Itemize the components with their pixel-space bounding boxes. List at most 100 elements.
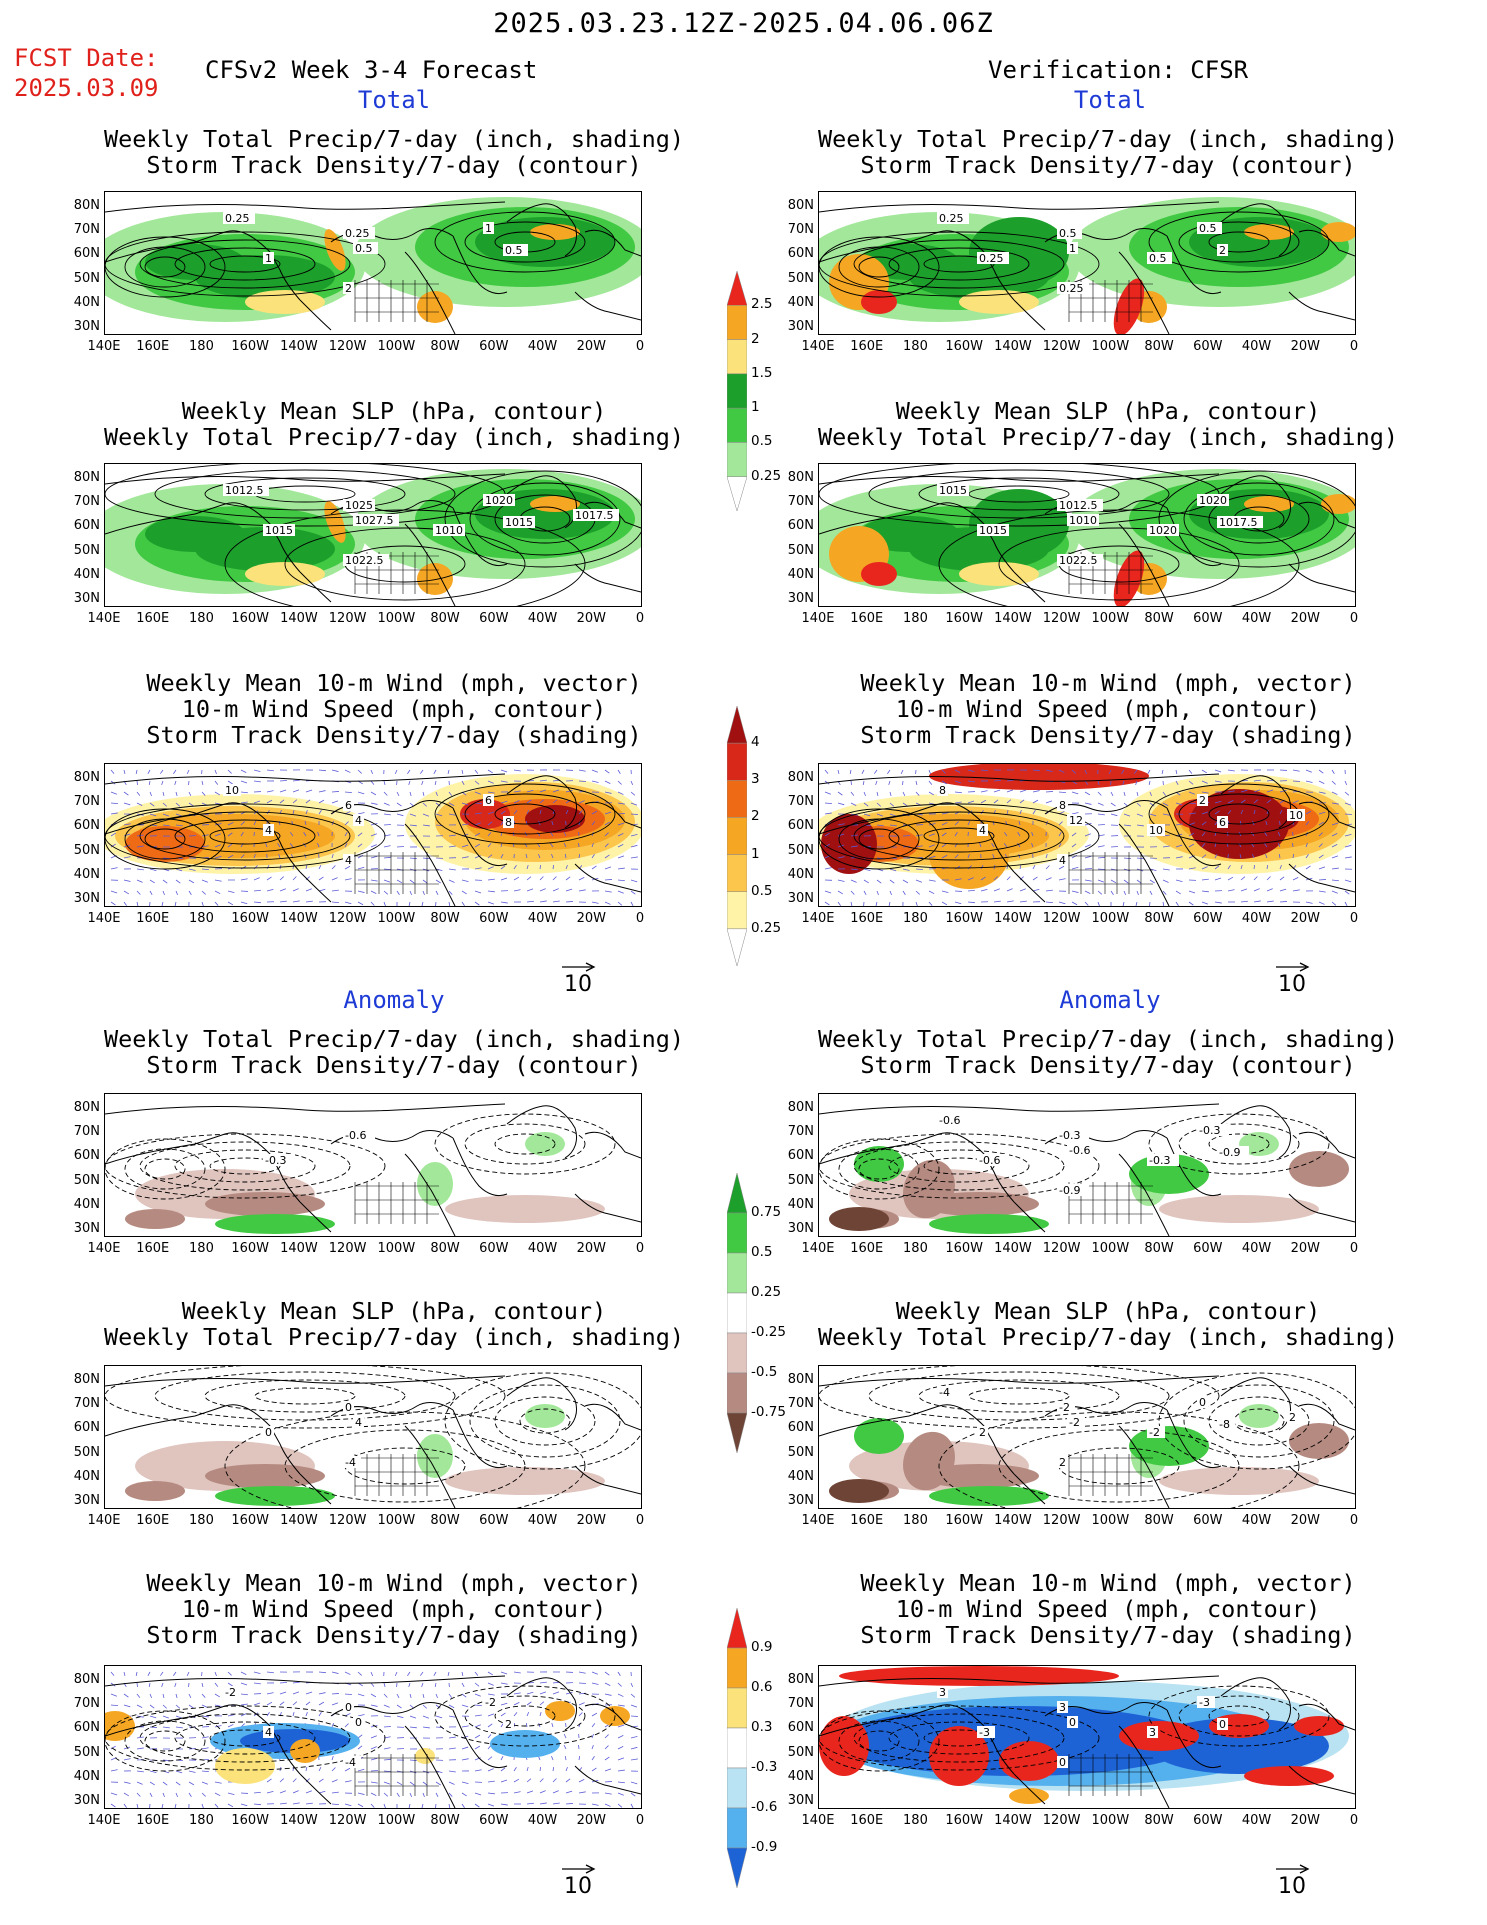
map-canvas: -0.3 -0.6 <box>105 1103 641 1236</box>
colorbar-label: 1 <box>751 845 760 862</box>
lon-tick: 0 <box>635 1241 645 1256</box>
contour-label: 4 <box>1059 854 1066 867</box>
lon-tick: 100W <box>1091 911 1130 926</box>
lon-tick: 160E <box>136 1513 170 1528</box>
contour-label: -0.6 <box>979 1154 1000 1167</box>
lon-tick: 160E <box>136 911 170 926</box>
contour-label: 4 <box>979 824 986 837</box>
lon-tick: 100W <box>377 1241 416 1256</box>
title-vf-wind-storm: Weekly Mean 10-m Wind (mph, vector) 10-m … <box>798 670 1418 748</box>
lat-tick: 40N <box>73 294 100 310</box>
title-line: Weekly Mean 10-m Wind (mph, vector) <box>860 1569 1356 1597</box>
title-line: Weekly Total Precip/7-day (inch, shading… <box>103 125 685 153</box>
colorbar-label: 0.5 <box>751 882 773 899</box>
lat-tick: 30N <box>787 1793 814 1808</box>
lon-tick: 140W <box>280 1813 318 1828</box>
colorbar-swatch <box>727 1292 747 1334</box>
title-fc-aslp-precip: Weekly Mean SLP (hPa, contour) Weekly Tot… <box>84 1298 704 1350</box>
title-line: Storm Track Density/7-day (contour) <box>860 151 1356 179</box>
contour-label: 0.25 <box>979 252 1004 265</box>
map-vf-awind: -3 3 0 0 -3 0 3 3 <box>818 1665 1356 1809</box>
colorbar-label: 0.25 <box>751 1284 782 1300</box>
colorbar-label: 4 <box>751 734 760 751</box>
lon-tick: 60W <box>1193 1813 1223 1828</box>
map-vf-aprec: -0.6 -0.3 -0.6 -0.9 -0.3 -0.9 -0.6 -0.3 <box>818 1093 1356 1237</box>
lat-tick: 70N <box>787 1396 814 1412</box>
lon-tick: 80W <box>430 911 460 926</box>
colorbar-swatch <box>727 1412 747 1453</box>
colorbar-swatch <box>727 854 747 892</box>
contour-label: 1022.5 <box>345 554 384 567</box>
lon-tick: 80W <box>1144 1241 1174 1256</box>
colorbar-swatch <box>727 1647 747 1689</box>
lon-tick: 160E <box>136 1813 170 1828</box>
lon-tick: 140E <box>87 1813 121 1828</box>
colorbar-swatch <box>727 1727 747 1769</box>
lon-tick: 60W <box>1193 339 1223 354</box>
lat-tick: 80N <box>787 770 814 785</box>
contour-label: -0.9 <box>1059 1184 1080 1197</box>
title-line: Weekly Mean SLP (hPa, contour) <box>181 397 607 425</box>
lon-tick: 140E <box>801 911 835 926</box>
lon-tick: 120W <box>328 1241 367 1256</box>
title-line: Weekly Total Precip/7-day (inch, shading… <box>103 423 685 451</box>
colorbar-swatch <box>727 476 747 511</box>
lat-tick: 60N <box>73 518 100 534</box>
lat-tick: 60N <box>787 1420 814 1436</box>
contour-label: 0 <box>1199 1396 1206 1409</box>
section-total-left: Total <box>357 86 431 114</box>
map-vf-slp: 1015 1012.5 1010 1022.5 1020 1017.5 1015 1020 <box>818 463 1356 607</box>
lon-tick: 60W <box>1193 911 1223 926</box>
lon-tick: 100W <box>1091 339 1130 354</box>
lon-tick: 80W <box>430 611 460 626</box>
title-fc-aprecip-storm: Weekly Total Precip/7-day (inch, shading… <box>84 1026 704 1078</box>
lon-tick: 20W <box>576 611 606 626</box>
lon-tick: 140E <box>87 1513 121 1528</box>
lon-tick: 20W <box>576 339 606 354</box>
vector-ref-arrow <box>562 1864 596 1874</box>
colorbar-label: 0.9 <box>751 1639 773 1655</box>
map-fc-awind: 4 0 0 -4 -2 2 -2 <box>104 1665 642 1809</box>
contour-label: -0.6 <box>939 1114 960 1127</box>
contour-label: 1015 <box>265 524 293 537</box>
lon-tick: 180 <box>189 611 214 626</box>
period-title: 2025.03.23.12Z-2025.04.06.06Z <box>493 8 994 39</box>
lon-tick: 160E <box>850 1513 884 1528</box>
lat-tick: 50N <box>73 1744 100 1760</box>
contour-label: -2 <box>1069 1416 1080 1429</box>
lat-tick: 80N <box>73 1372 100 1387</box>
lon-tick: 120W <box>328 911 367 926</box>
contour-label: 0.5 <box>1199 222 1217 235</box>
contour-label: 2 <box>1199 794 1206 807</box>
lat-tick: 70N <box>787 794 814 810</box>
lon-tick: 120W <box>1042 1513 1081 1528</box>
vector-ref-label: 10 <box>564 972 592 997</box>
contour-label: 1015 <box>979 524 1007 537</box>
lon-tick: 60W <box>479 1513 509 1528</box>
lon-tick: 40W <box>1241 1813 1272 1828</box>
lat-tick: 70N <box>73 494 100 510</box>
contour-label: -0.3 <box>1149 1154 1170 1167</box>
lat-tick: 40N <box>73 1468 100 1484</box>
contour-label: 2 <box>1289 1411 1296 1424</box>
lat-tick: 70N <box>73 222 100 238</box>
colorbar-swatch <box>727 1807 747 1849</box>
map-vf-aslp: 2 -2 -2 2 0 -8 -4 -2 2 <box>818 1365 1356 1509</box>
lat-tick: 60N <box>787 1720 814 1736</box>
lat-tick: 50N <box>787 1444 814 1460</box>
lat-tick: 80N <box>73 470 100 485</box>
colorbar-storm_anom <box>727 1608 747 1888</box>
colorbar-label: -0.9 <box>751 1839 778 1855</box>
lat-tick: 60N <box>787 1148 814 1164</box>
lon-tick: 140E <box>801 611 835 626</box>
lon-tick: 60W <box>1193 1513 1223 1528</box>
colorbar-swatch <box>727 706 747 744</box>
lon-tick: 40W <box>527 1513 558 1528</box>
lon-tick: 80W <box>1144 911 1174 926</box>
contour-label: 0 <box>1219 1718 1226 1731</box>
title-line: Weekly Mean SLP (hPa, contour) <box>895 1297 1321 1325</box>
title-line: Storm Track Density/7-day (contour) <box>146 151 642 179</box>
section-anomaly-right: Anomaly <box>1059 986 1161 1014</box>
lat-tick: 50N <box>73 1444 100 1460</box>
lat-tick: 50N <box>787 1744 814 1760</box>
